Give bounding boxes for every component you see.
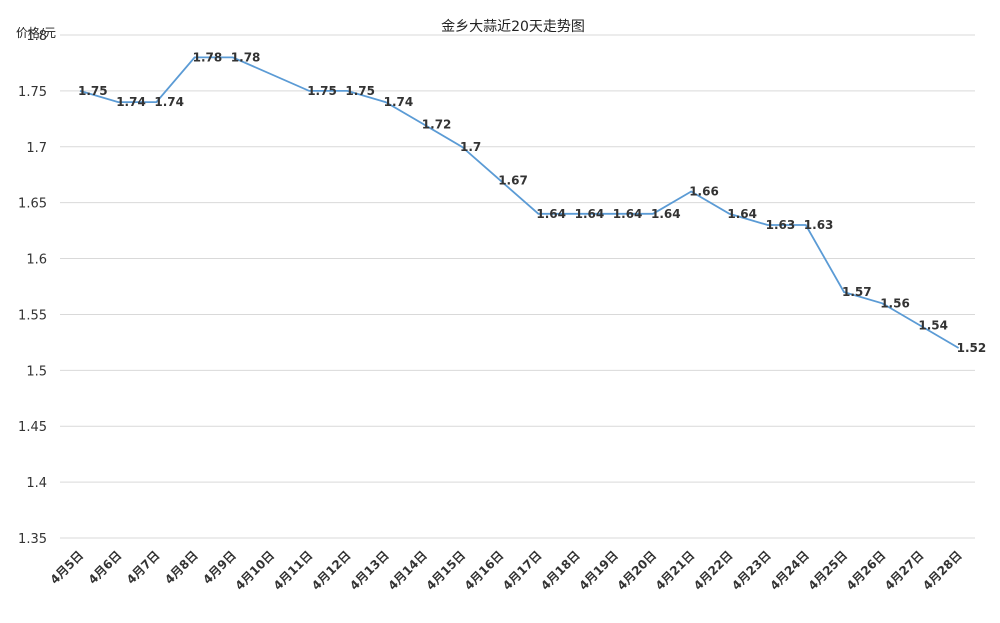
x-tick-label: 4月22日 [691,548,736,593]
y-tick-label: 1.6 [26,253,47,268]
y-tick-label: 1.35 [18,532,47,547]
x-tick-label: 4月18日 [538,548,583,593]
x-tick-label: 4月16日 [462,548,507,593]
data-label: 1.64 [536,207,566,221]
y-tick-label: 1.45 [18,420,47,435]
x-tick-label: 4月28日 [920,548,965,593]
chart-title: 金乡大蒜近20天走势图 [441,19,585,35]
x-tick-label: 4月26日 [844,548,889,593]
data-label: 1.74 [384,95,414,109]
data-label: 1.72 [422,117,452,131]
data-label: 1.7 [460,140,481,154]
data-label: 1.78 [231,50,261,64]
x-tick-label: 4月21日 [653,548,698,593]
data-label: 1.64 [651,207,681,221]
x-tick-label: 4月17日 [500,548,545,593]
y-tick-label: 1.55 [18,308,47,323]
x-tick-label: 4月5日 [47,548,86,587]
data-label: 1.54 [918,319,948,333]
x-tick-label: 4月27日 [882,548,927,593]
data-label: 1.63 [804,218,834,232]
data-label: 1.57 [842,285,872,299]
data-label: 1.75 [78,84,108,98]
data-label: 1.75 [345,84,375,98]
x-tick-label: 4月24日 [767,548,812,593]
series-line-group [79,56,960,349]
y-axis-label: 价格/元 [16,25,56,40]
x-tick-label: 4月20日 [615,548,660,593]
x-tick-label: 4月13日 [347,548,392,593]
data-label: 1.78 [193,50,223,64]
data-label: 1.63 [766,218,796,232]
x-tick-label: 4月14日 [385,548,430,593]
data-label: 1.74 [154,95,184,109]
data-labels: 1.75 1.74 1.74 1.78 1.78 1.75 1.75 1.74 1.72 1.7 1… [78,50,986,355]
y-tick-label: 1.8 [26,29,47,44]
x-tick-label: 4月8日 [162,548,201,587]
y-tick-labels: 1.35 1.4 1.45 1.5 1.55 1.6 1.65 1.7 1.75 1.8 [18,29,47,547]
data-label: 1.56 [880,296,910,310]
data-label: 1.67 [498,173,528,187]
y-tick-label: 1.7 [26,141,47,156]
x-tick-label: 4月15日 [424,548,469,593]
y-tick-label: 1.4 [26,476,47,491]
data-label: 1.64 [613,207,643,221]
x-tick-labels: 4月5日 4月6日 4月7日 4月8日 4月9日4月10日4月11日4月12日4月13日… [47,548,964,593]
x-tick-label: 4月19日 [576,548,621,593]
data-label: 1.64 [575,207,605,221]
x-tick-label: 4月25日 [806,548,851,593]
y-tick-label: 1.65 [18,197,47,212]
grid-lines [60,34,975,539]
data-label: 1.52 [957,341,987,355]
x-tick-label: 4月6日 [86,548,125,587]
x-tick-label: 4月7日 [124,548,163,587]
x-tick-label: 4月11日 [271,548,316,593]
data-label: 1.66 [689,184,719,198]
y-tick-label: 1.75 [18,85,47,100]
y-tick-label: 1.5 [26,364,47,379]
data-label: 1.75 [307,84,337,98]
data-label: 1.74 [116,95,146,109]
x-tick-label: 4月10日 [233,548,278,593]
data-label: 1.64 [727,207,757,221]
series-line [79,56,960,349]
x-tick-label: 4月23日 [729,548,774,593]
x-tick-label: 4月12日 [309,548,354,593]
